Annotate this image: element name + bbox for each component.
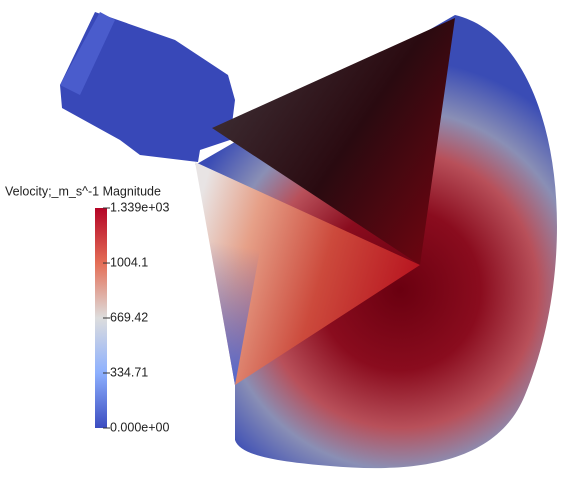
- tick-label: 334.71: [110, 365, 148, 379]
- legend-title: Velocity;_m_s^-1 Magnitude: [5, 184, 161, 198]
- nozzle: [60, 12, 557, 468]
- tick-label: 1004.1: [110, 255, 148, 269]
- page: Velocity;_m_s^-1 Magnitude 0.000e+00 334.…: [0, 0, 574, 477]
- render-view: Velocity;_m_s^-1 Magnitude 0.000e+00 334.…: [0, 0, 574, 477]
- inlet: [60, 12, 235, 162]
- tick-label: 0.000e+00: [110, 420, 169, 434]
- tick-label: 1.339e+03: [110, 200, 169, 214]
- tick-label: 669.42: [110, 310, 148, 324]
